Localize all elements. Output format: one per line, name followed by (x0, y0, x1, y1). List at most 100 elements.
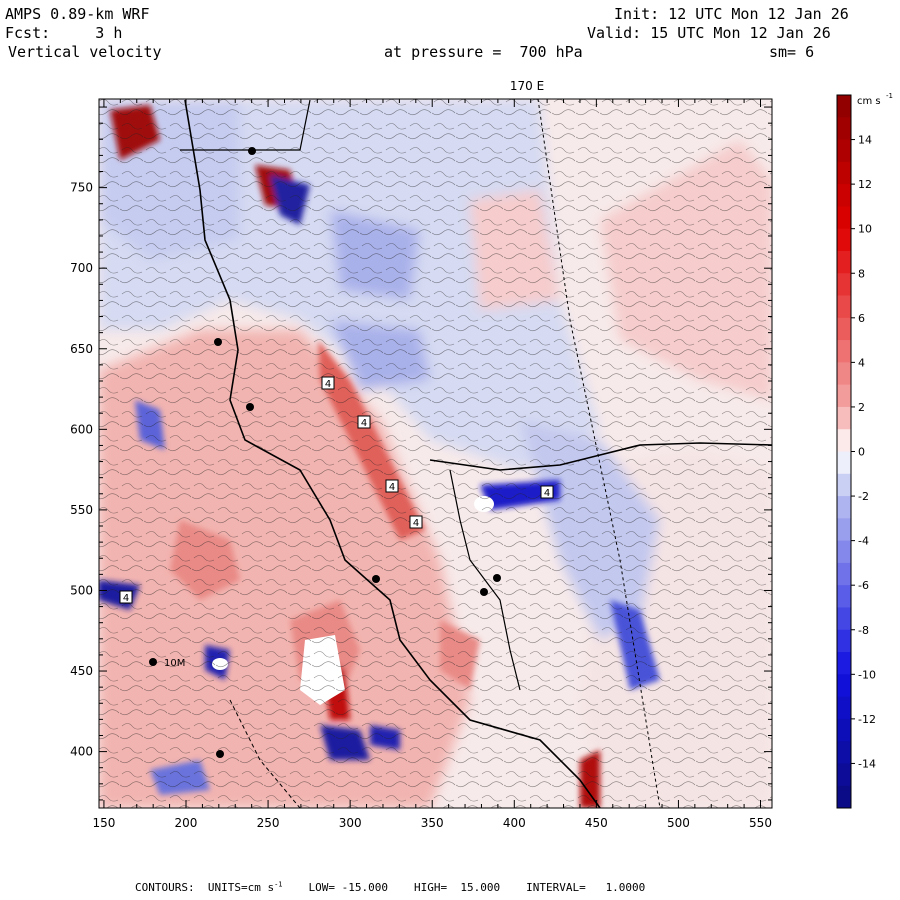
colorbar-band (837, 518, 851, 542)
field-name: Vertical velocity (8, 43, 162, 61)
x-tick-label: 250 (257, 816, 280, 830)
meridian-line (537, 99, 661, 808)
contour-label: 4 (544, 488, 550, 499)
init-time: Init: 12 UTC Mon 12 Jan 26 (614, 5, 849, 23)
colorbar-band (837, 585, 851, 608)
contour-labels: 4 4 4 4 4 4 (119, 376, 554, 604)
colorbar-band (837, 340, 851, 363)
x-tick-label: 200 (175, 816, 198, 830)
footer-low: LOW= -15.000 (308, 880, 388, 894)
frame-ticks (99, 99, 772, 808)
colorbar-band (837, 540, 851, 564)
valid-time: Valid: 15 UTC Mon 12 Jan 26 (587, 24, 831, 42)
colorbar-band (837, 139, 851, 163)
y-tick-label: 650 (70, 342, 93, 356)
colorbar-band (837, 652, 851, 675)
station-dot (372, 575, 380, 583)
colorbar-tick-label: -8 (858, 624, 869, 637)
y-tick-label: 600 (70, 422, 93, 436)
contour-label: 4 (389, 482, 395, 493)
colorbar-band (837, 741, 851, 764)
colorbar-band (837, 317, 851, 341)
colorbar-band (837, 228, 851, 252)
colorbar-band (837, 429, 851, 452)
colorbar-band (837, 117, 851, 141)
model-title: AMPS 0.89-km WRF (5, 5, 150, 23)
x-axis-ticks: 150 200 250 300 350 400 450 500 550 (92, 816, 771, 830)
colorbar-band (837, 607, 851, 631)
colorbar-band (837, 718, 851, 742)
colorbar-tick-label: 14 (858, 134, 872, 147)
colorbar-band (837, 406, 851, 430)
contour-label: 4 (325, 379, 331, 390)
colorbar-tick-label: 10 (858, 223, 872, 236)
colorbar-band (837, 184, 851, 207)
colorbar-tick-label: 8 (858, 267, 865, 280)
y-tick-label: 400 (70, 745, 93, 759)
colorbar-band (837, 763, 851, 787)
y-tick-label: 700 (70, 261, 93, 275)
contour-label: 4 (123, 593, 129, 604)
colorbar-band (837, 696, 851, 720)
colorbar-band (837, 629, 851, 653)
x-tick-label: 300 (339, 816, 362, 830)
y-tick-label: 550 (70, 503, 93, 517)
colorbar-units-exp: -1 (886, 92, 893, 100)
colorbar-tick-label: 0 (858, 446, 865, 459)
colorbar-tick-label: -6 (858, 579, 869, 592)
colorbar-band (837, 362, 851, 386)
colorbar-tick-label: 4 (858, 356, 865, 369)
x-tick-label: 550 (749, 816, 772, 830)
colorbar-tick-label: -12 (858, 713, 876, 726)
colorbar-band (837, 384, 851, 408)
contour-label: 4 (413, 518, 419, 529)
colorbar-tick-label: -4 (858, 535, 869, 548)
colorbar-band (837, 161, 851, 185)
colorbar-band (837, 206, 851, 230)
map-frame (98, 98, 773, 809)
y-tick-label: 750 (70, 181, 93, 195)
colorbar-band (837, 785, 851, 809)
smoothing-setting: sm= 6 (769, 43, 815, 61)
x-tick-label: 400 (503, 816, 526, 830)
station-dot (216, 750, 224, 758)
footer-interval: INTERVAL= 1.0000 (526, 880, 646, 894)
colorbar (836, 94, 852, 809)
y-axis-ticks: 750 700 650 600 550 500 450 400 (70, 181, 93, 759)
y-tick-label: 450 (70, 664, 93, 678)
colorbar-tick-label: 6 (858, 312, 865, 325)
colorbar-band (837, 295, 851, 319)
colorbar-tick-label: -2 (858, 490, 869, 503)
colorbar-band (837, 674, 851, 698)
colorbar-tick-label: 2 (858, 401, 865, 414)
y-tick-label: 500 (70, 583, 93, 597)
station-dot (248, 147, 256, 155)
station-dot (480, 588, 488, 596)
colorbar-tick-labels: 14 12 10 8 6 4 2 0 -2 -4 -6 -8 -10 -12 -14 (851, 134, 876, 770)
contour-footer: CONTOURS: UNITS=cm s-1 LOW= -15.000 HIGH= … (135, 880, 671, 894)
colorbar-band (837, 451, 851, 475)
footer-high: HIGH= 15.000 (414, 880, 501, 894)
x-tick-label: 450 (585, 816, 608, 830)
contour-label: 4 (361, 418, 367, 429)
station-dot (493, 574, 501, 582)
meridian-label: 170 E (510, 79, 544, 93)
forecast-hour: Fcst: 3 h (5, 24, 123, 42)
x-tick-label: 150 (92, 816, 115, 830)
colorbar-tick-label: -14 (858, 757, 876, 770)
colorbar-band (837, 95, 851, 118)
x-tick-label: 350 (421, 816, 444, 830)
colorbar-tick-label: -10 (858, 668, 876, 681)
colorbar-band (837, 473, 851, 497)
station-dot (214, 338, 222, 346)
station-dot (149, 658, 157, 666)
station-dot (246, 403, 254, 411)
colorbar-units: cm s (857, 96, 881, 107)
colorbar-band (837, 250, 851, 274)
station-label: 10M (164, 658, 185, 669)
vertical-velocity-field (99, 99, 772, 808)
colorbar-band (837, 273, 851, 297)
colorbar-band (837, 496, 851, 519)
pressure-level: at pressure = 700 hPa (384, 43, 583, 61)
